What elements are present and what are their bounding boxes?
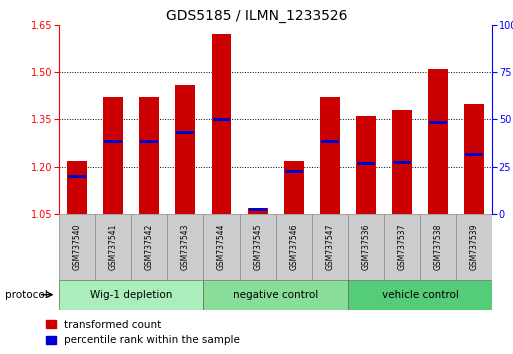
Bar [275, 214, 312, 280]
Bar [204, 280, 348, 310]
Text: GSM737547: GSM737547 [325, 224, 334, 270]
Bar [357, 162, 375, 165]
Text: Wig-1 depletion: Wig-1 depletion [90, 290, 172, 300]
Bar [284, 160, 304, 214]
Bar [140, 97, 159, 214]
Bar [240, 214, 275, 280]
Text: negative control: negative control [233, 290, 319, 300]
Text: protocol: protocol [5, 290, 48, 300]
Bar [320, 97, 340, 214]
Text: GDS5185 / ILMN_1233526: GDS5185 / ILMN_1233526 [166, 9, 347, 23]
Bar [59, 280, 204, 310]
Bar [465, 153, 483, 156]
Bar [384, 214, 420, 280]
Bar [429, 121, 447, 124]
Text: GSM737536: GSM737536 [362, 224, 370, 270]
Bar [321, 140, 339, 143]
Text: GSM737542: GSM737542 [145, 224, 154, 270]
Bar [285, 170, 303, 173]
Bar [464, 104, 484, 214]
Bar [103, 97, 123, 214]
Bar [131, 214, 167, 280]
Bar [59, 214, 95, 280]
Bar [175, 85, 195, 214]
Text: GSM737544: GSM737544 [217, 224, 226, 270]
Bar [212, 34, 231, 214]
Bar [428, 69, 448, 214]
Bar [167, 214, 204, 280]
Text: GSM737540: GSM737540 [72, 224, 82, 270]
Bar [356, 116, 376, 214]
Bar [212, 118, 230, 121]
Legend: transformed count, percentile rank within the sample: transformed count, percentile rank withi… [46, 320, 240, 345]
Text: GSM737541: GSM737541 [109, 224, 117, 270]
Text: GSM737537: GSM737537 [398, 224, 407, 270]
Text: GSM737543: GSM737543 [181, 224, 190, 270]
Bar [392, 110, 412, 214]
Bar [68, 175, 86, 178]
Text: GSM737546: GSM737546 [289, 224, 298, 270]
Bar [204, 214, 240, 280]
Bar [176, 131, 194, 134]
Bar [393, 160, 411, 164]
Text: vehicle control: vehicle control [382, 290, 459, 300]
Text: GSM737545: GSM737545 [253, 224, 262, 270]
Bar [104, 140, 122, 143]
Bar [67, 160, 87, 214]
Bar [249, 208, 267, 211]
Text: GSM737539: GSM737539 [470, 224, 479, 270]
Bar [141, 140, 158, 143]
Bar [312, 214, 348, 280]
Bar [348, 280, 492, 310]
Bar [95, 214, 131, 280]
Bar [420, 214, 457, 280]
Text: GSM737538: GSM737538 [434, 224, 443, 270]
Bar [457, 214, 492, 280]
Bar [348, 214, 384, 280]
Bar [248, 208, 268, 214]
